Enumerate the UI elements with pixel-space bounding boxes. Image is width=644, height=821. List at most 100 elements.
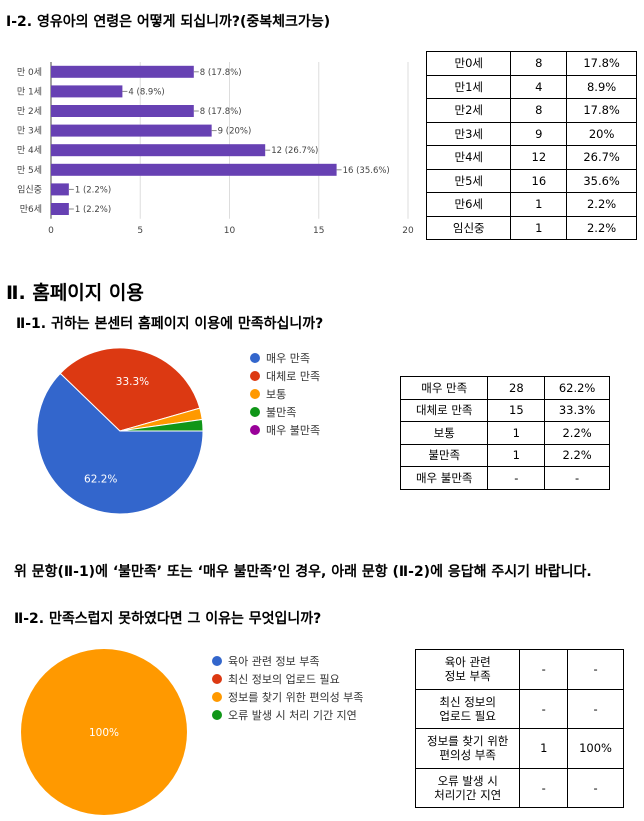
category-label: 만 5세 — [17, 165, 42, 176]
bar — [51, 183, 69, 196]
legend-item: 육아 관련 정보 부족 — [212, 652, 363, 670]
legend-swatch — [212, 674, 222, 684]
category-label: 만 4세 — [17, 145, 42, 156]
row-label-cell: 만4세 — [425, 145, 512, 170]
reason-table: 육아 관련 정보 부족 - - 최신 정보의 업로드 필요 - - 정보를 찾기 위한 편의성 부… — [414, 649, 624, 808]
row-label-cell: 매우 불만족 — [399, 466, 489, 490]
legend-swatch — [250, 425, 260, 435]
legend-label: 불만족 — [266, 406, 297, 419]
percent-cell: - — [544, 466, 610, 490]
percent-cell: - — [567, 649, 624, 690]
row-label-cell: 만6세 — [425, 192, 512, 217]
table-row: 만3세 9 20% — [425, 121, 637, 146]
count-cell: 28 — [487, 376, 546, 400]
count-cell: 1 — [487, 443, 546, 467]
category-label: 만 3세 — [17, 126, 42, 137]
table-row: 임신중 1 2.2% — [425, 215, 637, 240]
question-3-title: Ⅱ-2. 만족스럽지 못하였다면 그 이유는 무엇입니까? — [14, 611, 322, 627]
satisfaction-legend: 매우 만족 대체로 만족 보통 불만족 매우 불만족 — [250, 349, 320, 439]
data-label: 12 (26.7%) — [271, 146, 318, 156]
legend-swatch — [250, 371, 260, 381]
percent-cell: - — [567, 767, 624, 808]
percent-cell: 35.6% — [566, 168, 637, 193]
data-label: 1 (2.2%) — [75, 205, 111, 215]
data-label: 1 (2.2%) — [75, 185, 111, 195]
table-row: 육아 관련 정보 부족 - - — [414, 649, 624, 690]
x-tick-label: 5 — [137, 226, 143, 235]
reason-pie-chart: 100% — [21, 649, 187, 815]
category-label: 만 1세 — [17, 86, 42, 97]
percent-cell: 8.9% — [566, 74, 637, 99]
legend-item: 대체로 만족 — [250, 367, 320, 385]
section-2-title: Ⅱ. 홈페이지 이용 — [6, 282, 144, 304]
count-cell: - — [487, 466, 546, 490]
count-cell: 1 — [510, 215, 568, 240]
percent-cell: 17.8% — [566, 98, 637, 123]
data-label: 8 (17.8%) — [200, 68, 242, 78]
table-row: 보통 1 2.2% — [399, 421, 610, 445]
legend-label: 정보를 찾기 위한 편의성 부족 — [228, 691, 364, 704]
category-label: 임신중 — [17, 183, 42, 195]
row-label-cell: 임신중 — [425, 215, 512, 240]
legend-item: 최신 정보의 업로드 필요 — [212, 670, 363, 688]
count-cell: 9 — [510, 121, 568, 146]
legend-label: 오류 발생 시 처리 기간 지연 — [228, 709, 357, 722]
legend-swatch — [250, 353, 260, 363]
age-table: 만0세 8 17.8% 만1세 4 8.9% 만2세 8 17.8% 만3세 9 20% 만4세 12 26… — [425, 51, 637, 240]
percent-cell: 100% — [567, 728, 624, 769]
table-row: 만2세 8 17.8% — [425, 98, 637, 123]
category-label: 만 0세 — [17, 67, 42, 78]
legend-item: 정보를 찾기 위한 편의성 부족 — [212, 688, 363, 706]
table-row: 정보를 찾기 위한 편의성 부족 1 100% — [414, 728, 624, 769]
legend-label: 보통 — [266, 388, 287, 401]
count-cell: 1 — [487, 421, 546, 445]
bar — [51, 124, 212, 137]
legend-item: 매우 만족 — [250, 349, 320, 367]
percent-cell: 2.2% — [566, 192, 637, 217]
data-label: 9 (20%) — [218, 127, 252, 137]
row-label-cell: 최신 정보의 업로드 필요 — [414, 688, 521, 729]
count-cell: 16 — [510, 168, 568, 193]
x-tick-label: 0 — [48, 226, 54, 235]
legend-label: 최신 정보의 업로드 필요 — [228, 673, 340, 686]
slice-label: 100% — [89, 727, 119, 739]
row-label-cell: 매우 만족 — [399, 376, 489, 400]
percent-cell: 17.8% — [566, 51, 637, 76]
percent-cell: 20% — [566, 121, 637, 146]
data-label: 8 (17.8%) — [200, 107, 242, 117]
legend-label: 매우 만족 — [266, 352, 310, 365]
legend-item: 불만족 — [250, 403, 320, 421]
count-cell: 8 — [510, 51, 568, 76]
count-cell: - — [519, 688, 569, 729]
legend-swatch — [212, 692, 222, 702]
data-label: 4 (8.9%) — [128, 87, 164, 97]
row-label-cell: 만2세 — [425, 98, 512, 123]
x-tick-label: 10 — [224, 226, 236, 235]
table-row: 불만족 1 2.2% — [399, 443, 610, 467]
percent-cell: - — [567, 688, 624, 729]
table-row: 매우 만족 28 62.2% — [399, 376, 610, 400]
percent-cell: 2.2% — [566, 215, 637, 240]
row-label-cell: 만3세 — [425, 121, 512, 146]
bar — [51, 85, 123, 98]
legend-label: 육아 관련 정보 부족 — [228, 655, 320, 668]
row-label-cell: 보통 — [399, 421, 489, 445]
row-label-cell: 만5세 — [425, 168, 512, 193]
question-1-title: Ⅰ-2. 영유아의 연령은 어떻게 되십니까?(중복체크가능) — [6, 14, 331, 30]
row-label-cell: 육아 관련 정보 부족 — [414, 649, 521, 690]
data-label: 16 (35.6%) — [343, 166, 390, 176]
count-cell: 4 — [510, 74, 568, 99]
percent-cell: 2.2% — [544, 443, 610, 467]
slice-label: 62.2% — [84, 474, 117, 486]
slice-label: 33.3% — [116, 376, 149, 388]
x-tick-label: 15 — [313, 226, 324, 235]
legend-label: 대체로 만족 — [266, 370, 321, 383]
count-cell: 12 — [510, 145, 568, 170]
category-label: 만 2세 — [17, 106, 42, 117]
bar — [51, 65, 194, 78]
row-label-cell: 오류 발생 시 처리기간 지연 — [414, 767, 521, 808]
legend-swatch — [212, 710, 222, 720]
satisfaction-table: 매우 만족 28 62.2% 대체로 만족 15 33.3% 보통 1 2.2% 불만족 1 2.2%… — [399, 376, 610, 490]
